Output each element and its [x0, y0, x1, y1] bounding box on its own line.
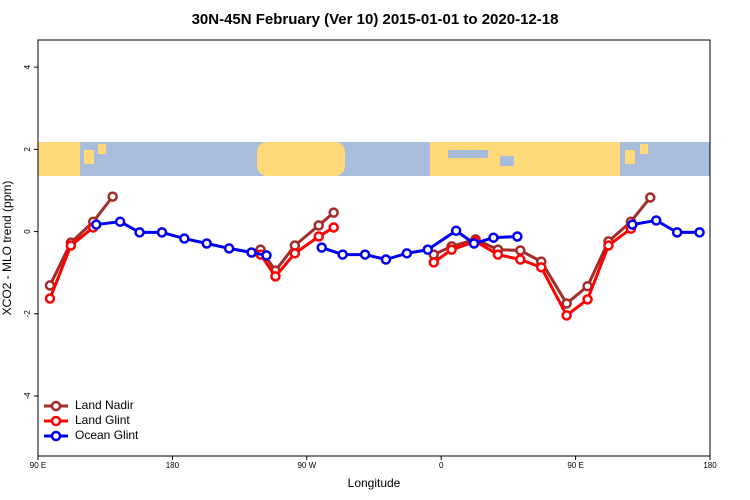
- data-point: [468, 238, 480, 249]
- data-point: [561, 310, 572, 321]
- legend-label: Land Glint: [75, 413, 130, 427]
- x-tick-label: 90 W: [297, 461, 316, 470]
- data-point: [313, 220, 324, 231]
- legend-marker: [50, 415, 62, 427]
- data-point: [582, 294, 593, 305]
- data-point: [671, 227, 683, 238]
- legend-label: Land Nadir: [75, 398, 134, 412]
- data-point: [694, 227, 705, 238]
- data-point: [359, 249, 371, 260]
- y-axis-label: XCO2 - MLO trend (ppm): [0, 181, 14, 316]
- data-point: [645, 192, 656, 203]
- x-axis-label: Longitude: [348, 476, 401, 490]
- data-point: [313, 231, 324, 242]
- x-tick-label: 180: [166, 461, 180, 470]
- x-tick-label: 0: [439, 461, 444, 470]
- x-tick-label: 90 E: [567, 461, 583, 470]
- data-point: [561, 298, 572, 309]
- data-point: [179, 233, 190, 244]
- plot-frame: [37, 39, 711, 457]
- data-point: [428, 257, 439, 268]
- legend-marker: [50, 430, 62, 442]
- data-point: [380, 254, 392, 265]
- y-tick-label: 4: [23, 64, 32, 69]
- data-point: [156, 227, 168, 238]
- map-strip: [38, 142, 710, 176]
- data-point: [246, 247, 257, 258]
- series-line: [48, 195, 652, 306]
- data-point: [488, 232, 499, 243]
- data-point: [328, 207, 339, 218]
- data-point: [289, 248, 301, 259]
- data-point: [627, 219, 638, 230]
- data-point: [492, 249, 504, 260]
- data-point: [450, 225, 462, 236]
- legend-label: Ocean Glint: [75, 428, 139, 442]
- data-point: [515, 245, 526, 256]
- legend-marker: [50, 400, 62, 412]
- chart-title: 30N-45N February (Ver 10) 2015-01-01 to …: [192, 11, 559, 28]
- data-point: [515, 254, 526, 265]
- data-point: [603, 240, 614, 251]
- data-point: [223, 243, 235, 254]
- data-point: [270, 271, 281, 282]
- y-tick-label: -4: [23, 392, 32, 400]
- data-point: [134, 227, 145, 238]
- y-tick-label: 2: [23, 147, 32, 152]
- data-point: [328, 222, 339, 233]
- data-point: [90, 219, 102, 230]
- data-point: [44, 293, 56, 304]
- data-point: [107, 191, 118, 202]
- data-point: [201, 238, 212, 249]
- data-point: [446, 244, 457, 255]
- data-point: [650, 215, 662, 226]
- x-tick-label: 180: [703, 461, 717, 470]
- data-point: [114, 216, 126, 227]
- data-point: [65, 240, 77, 251]
- data-point: [422, 244, 434, 255]
- data-point: [261, 250, 272, 261]
- data-point: [401, 248, 413, 259]
- y-tick-label: 0: [23, 229, 32, 234]
- data-point: [512, 231, 523, 242]
- x-tick-label: 90 E: [30, 461, 46, 470]
- data-point: [316, 242, 327, 253]
- y-tick-label: -2: [23, 310, 32, 318]
- data-point: [337, 249, 348, 260]
- data-point: [536, 262, 547, 273]
